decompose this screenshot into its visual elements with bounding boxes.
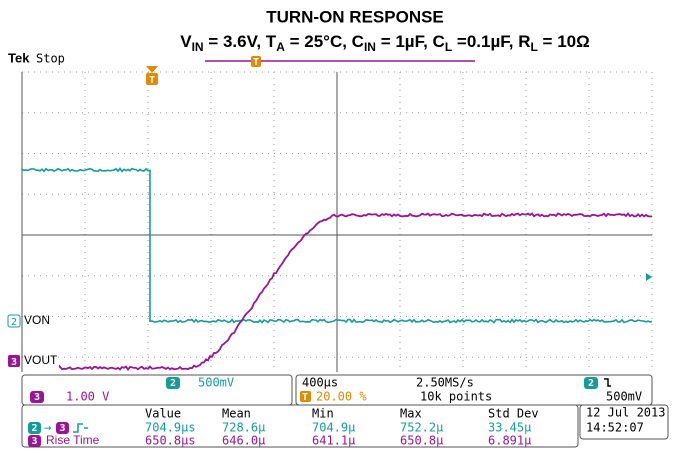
measure-value: 704.9µs <box>145 421 196 435</box>
measure-value: 646.0µ <box>222 434 265 448</box>
column-header: Min <box>312 407 334 421</box>
measure-value: 752.2µ <box>400 421 443 435</box>
subtitle-part: = 25°C, C <box>285 32 364 51</box>
graticule <box>22 72 652 372</box>
trig-pos-marker: T <box>302 392 308 403</box>
measure-value: 650.8µs <box>145 434 196 448</box>
measure-value: 6.891µ <box>488 434 531 448</box>
measure-value: 728.6µ <box>222 421 265 435</box>
ch2-scale: 500mV <box>198 376 234 390</box>
subscript: IN <box>192 40 204 54</box>
measure-value: 641.1µ <box>312 434 355 448</box>
date: 12 Jul 2013 <box>586 406 665 420</box>
ch3-scale: 1.00 V <box>66 390 109 404</box>
time-scale: 400µs <box>302 376 338 390</box>
subtitle: VIN = 3.6V, TA = 25°C, CIN = 1µF, CL =0.… <box>180 32 590 54</box>
scope-screenshot: TURN-ON RESPONSE VIN = 3.6V, TA = 25°C, … <box>0 0 673 453</box>
level-marker: T <box>253 57 259 68</box>
subtitle-part: = 10Ω <box>538 32 590 51</box>
measure-value: 33.45µ <box>488 421 531 435</box>
sample-rate: 2.50MS/s <box>416 376 474 390</box>
time: 14:52:07 <box>586 421 644 435</box>
subtitle-part: V <box>180 32 192 51</box>
column-header: Max <box>400 407 422 421</box>
ch2-trigger-level <box>646 273 652 281</box>
ch2-label: VON <box>24 313 50 327</box>
source: 3 <box>31 436 37 447</box>
ch3-scale-num: 3 <box>34 392 40 403</box>
ch3-num: 3 <box>11 357 17 368</box>
acq-state: Stop <box>36 52 65 66</box>
subscript: L <box>445 40 452 54</box>
measure-value: 650.8µ <box>400 434 443 448</box>
measure-label: Rise Time <box>46 433 100 447</box>
ch2-num: 2 <box>11 317 17 328</box>
subscript: L <box>530 40 537 54</box>
subtitle-part: =0.1µF, R <box>452 32 530 51</box>
subscript: A <box>276 40 285 54</box>
title: TURN-ON RESPONSE <box>266 7 444 26</box>
trigger-arrow <box>146 66 158 73</box>
subtitle-part: = 1µF, C <box>376 32 445 51</box>
ch2-scale-num: 2 <box>170 378 176 389</box>
source: 2 <box>31 423 37 434</box>
ch3-waveform <box>60 214 652 370</box>
column-header: Std Dev <box>488 407 539 421</box>
channel-box <box>22 375 292 405</box>
record-length: 10k points <box>420 390 492 404</box>
subscript: IN <box>364 40 376 54</box>
trigger-position: 20.00 % <box>316 390 367 404</box>
trigger-marker: T <box>149 75 155 86</box>
column-header: Value <box>145 407 181 421</box>
brand: Tek <box>8 50 30 65</box>
ch3-label: VOUT <box>24 353 58 367</box>
column-header: Mean <box>222 407 251 421</box>
trigger-channel: 2 <box>588 378 594 389</box>
subtitle-part: = 3.6V, T <box>204 32 277 51</box>
trigger-level: 500mV <box>606 390 642 404</box>
measure-value: 704.9µ <box>312 421 355 435</box>
